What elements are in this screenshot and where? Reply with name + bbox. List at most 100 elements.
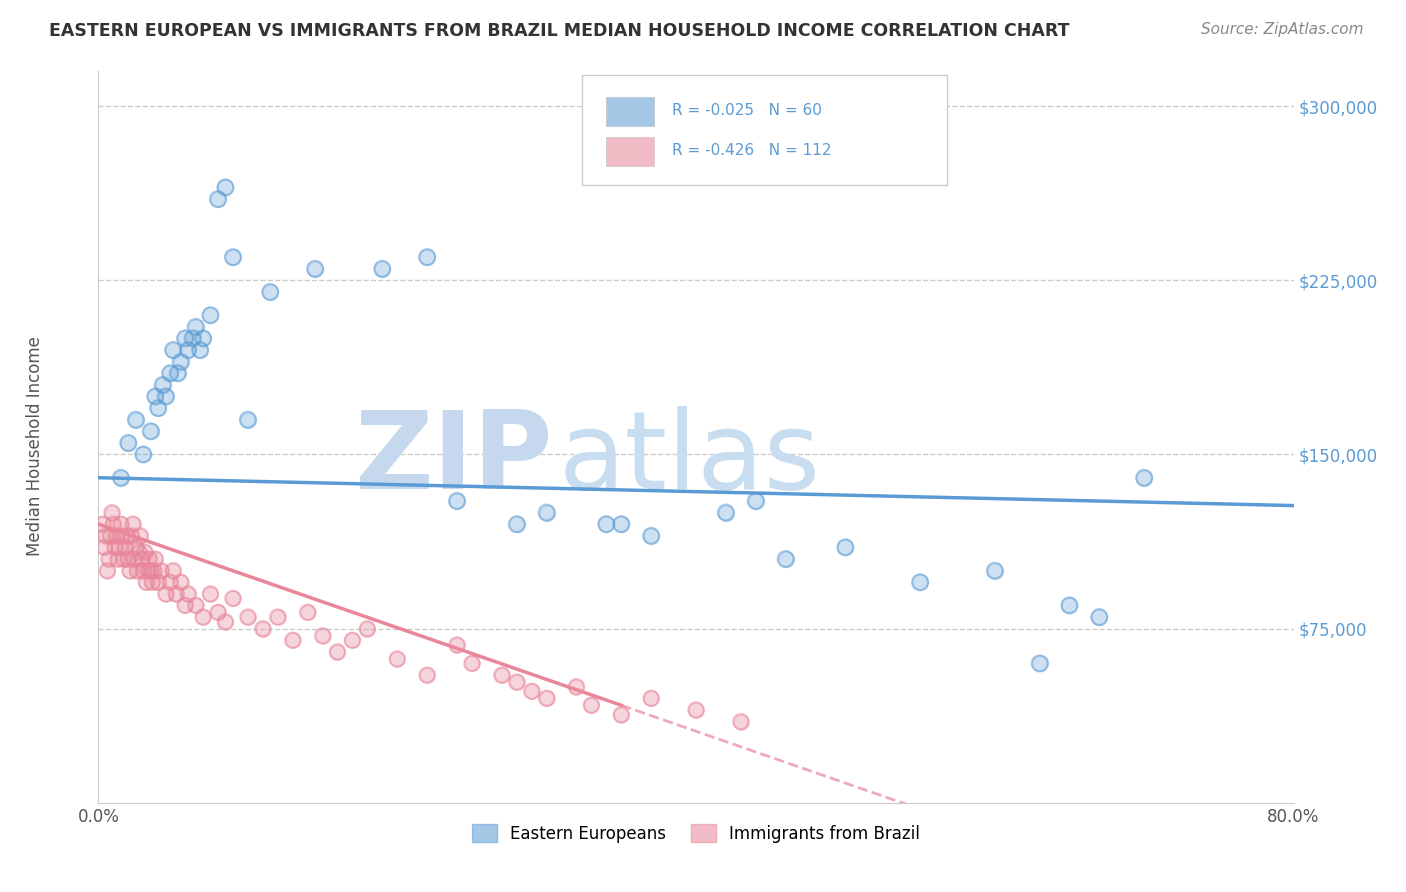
Point <box>105 529 128 543</box>
Point <box>342 633 364 648</box>
Text: Source: ZipAtlas.com: Source: ZipAtlas.com <box>1201 22 1364 37</box>
Point <box>461 657 484 671</box>
Point <box>127 564 149 578</box>
Point <box>129 529 152 543</box>
Point <box>188 343 211 357</box>
Point <box>536 506 558 520</box>
Point <box>595 517 617 532</box>
Point <box>207 606 229 620</box>
Point <box>356 622 378 636</box>
Point <box>834 541 856 555</box>
Point <box>342 633 364 648</box>
Point <box>207 192 229 206</box>
Point <box>117 552 139 566</box>
Point <box>311 629 333 643</box>
Point <box>1059 599 1081 613</box>
Point <box>162 343 184 357</box>
Point <box>103 517 125 532</box>
Point <box>536 691 558 706</box>
Point <box>125 541 148 555</box>
Point <box>1028 657 1050 671</box>
Point <box>104 541 127 555</box>
Point <box>326 645 349 659</box>
Point <box>155 389 177 403</box>
Point <box>111 529 134 543</box>
Point <box>131 552 153 566</box>
Point <box>304 261 326 276</box>
Point <box>297 606 319 620</box>
Point <box>714 506 737 520</box>
Point <box>207 192 229 206</box>
Point <box>135 575 157 590</box>
Point <box>120 529 142 543</box>
Point <box>385 652 409 666</box>
Point <box>191 610 214 624</box>
Point <box>446 638 468 652</box>
Point <box>128 545 150 559</box>
Point <box>610 517 633 532</box>
Point <box>155 587 177 601</box>
Point <box>177 343 200 357</box>
Point <box>281 633 304 648</box>
Point <box>112 552 135 566</box>
Point <box>93 541 115 555</box>
Point <box>125 541 148 555</box>
Point <box>117 436 139 450</box>
Point <box>730 714 752 729</box>
Point <box>191 610 214 624</box>
Point <box>520 684 543 698</box>
Point <box>132 564 155 578</box>
Point <box>162 564 184 578</box>
Point <box>685 703 707 717</box>
Point <box>143 389 166 403</box>
Point <box>640 529 662 543</box>
Point <box>142 564 165 578</box>
FancyBboxPatch shape <box>606 137 654 167</box>
Point <box>98 529 122 543</box>
Point <box>110 471 132 485</box>
Point <box>108 541 131 555</box>
Point <box>169 575 191 590</box>
Point <box>259 285 281 299</box>
Point <box>184 599 207 613</box>
Point <box>188 343 211 357</box>
Point <box>446 494 468 508</box>
Point <box>121 517 143 532</box>
Point <box>141 575 163 590</box>
Point <box>107 552 129 566</box>
Point <box>114 541 136 555</box>
Point <box>165 587 187 601</box>
Point <box>222 591 245 606</box>
Point <box>297 606 319 620</box>
Point <box>141 575 163 590</box>
Point <box>506 675 529 690</box>
Point <box>214 615 236 629</box>
Point <box>984 564 1007 578</box>
Point <box>640 691 662 706</box>
Point <box>165 587 187 601</box>
Point <box>127 564 149 578</box>
Point <box>281 633 304 648</box>
Point <box>117 552 139 566</box>
Point <box>236 610 259 624</box>
Point <box>416 250 439 264</box>
Point <box>162 564 184 578</box>
Point <box>184 319 207 334</box>
Text: atlas: atlas <box>558 406 821 512</box>
Point <box>97 552 120 566</box>
Point <box>1133 471 1156 485</box>
FancyBboxPatch shape <box>606 97 654 126</box>
Point <box>565 680 588 694</box>
Point <box>200 587 222 601</box>
Point <box>446 638 468 652</box>
Point <box>138 552 160 566</box>
Point <box>311 629 333 643</box>
Point <box>565 680 588 694</box>
Point <box>536 506 558 520</box>
Point <box>200 587 222 601</box>
Point <box>834 541 856 555</box>
Point <box>136 564 159 578</box>
Point <box>118 564 141 578</box>
Point <box>155 389 177 403</box>
Point <box>385 652 409 666</box>
